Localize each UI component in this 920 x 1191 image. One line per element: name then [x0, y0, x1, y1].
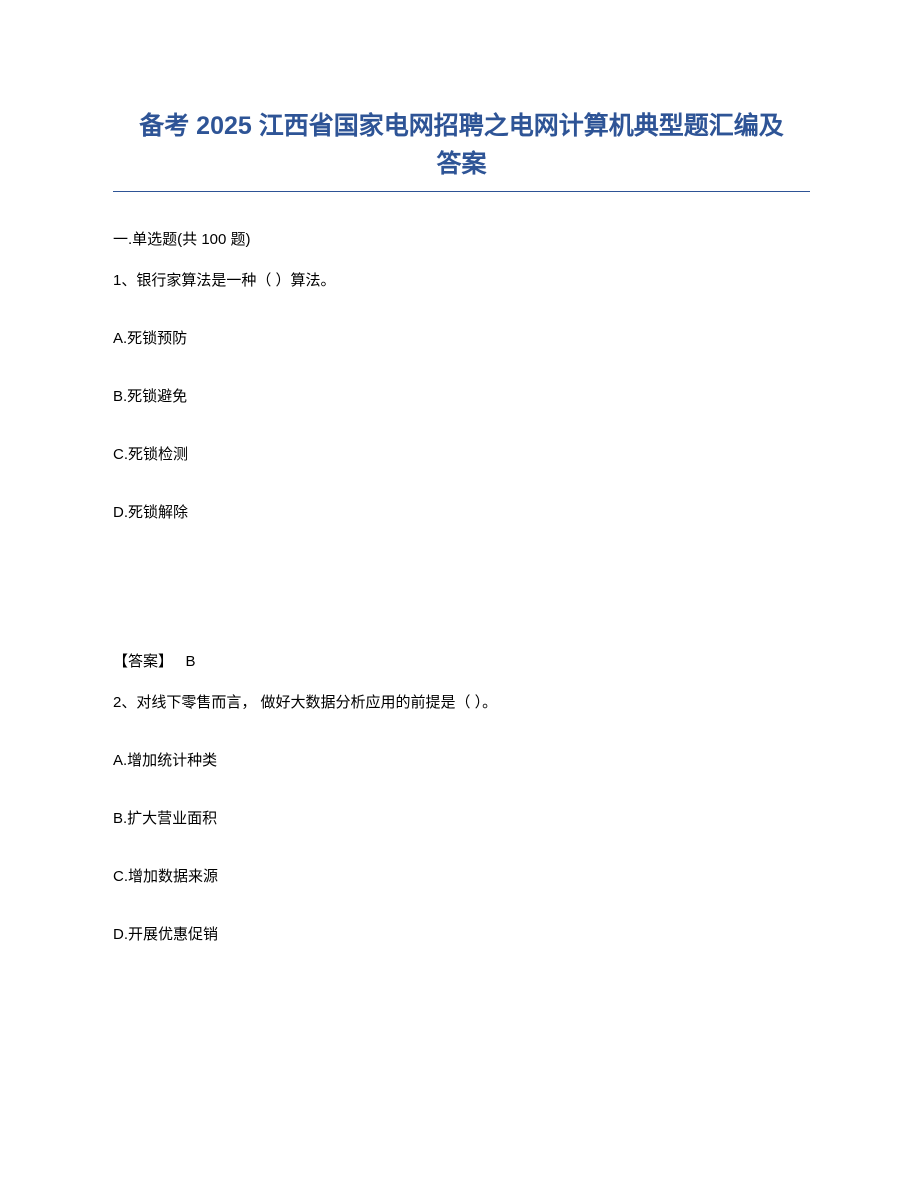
document-title: 备考 2025 江西省国家电网招聘之电网计算机典型题汇编及 答案	[113, 108, 810, 183]
question-1-option-b: B.死锁避免	[113, 385, 810, 409]
question-2-text: 2、对线下零售而言， 做好大数据分析应用的前提是（ ）。	[113, 691, 810, 715]
question-2-option-c: C.增加数据来源	[113, 865, 810, 889]
question-1-option-c: C.死锁检测	[113, 443, 810, 467]
question-2-option-a: A.增加统计种类	[113, 749, 810, 773]
section-header: 一.单选题(共 100 题)	[113, 228, 810, 249]
title-line-2: 答案	[113, 146, 810, 184]
title-underline	[113, 191, 810, 192]
question-1-answer: 【答案】 B	[113, 650, 810, 671]
question-2-option-d: D.开展优惠促销	[113, 923, 810, 947]
question-1-option-d: D.死锁解除	[113, 501, 810, 525]
question-1-option-a: A.死锁预防	[113, 327, 810, 351]
question-1-text: 1、银行家算法是一种（ ）算法。	[113, 269, 810, 293]
answer-value: B	[186, 653, 196, 670]
question-2-option-b: B.扩大营业面积	[113, 807, 810, 831]
title-line-1: 备考 2025 江西省国家电网招聘之电网计算机典型题汇编及	[113, 108, 810, 146]
answer-label: 【答案】	[113, 653, 173, 670]
